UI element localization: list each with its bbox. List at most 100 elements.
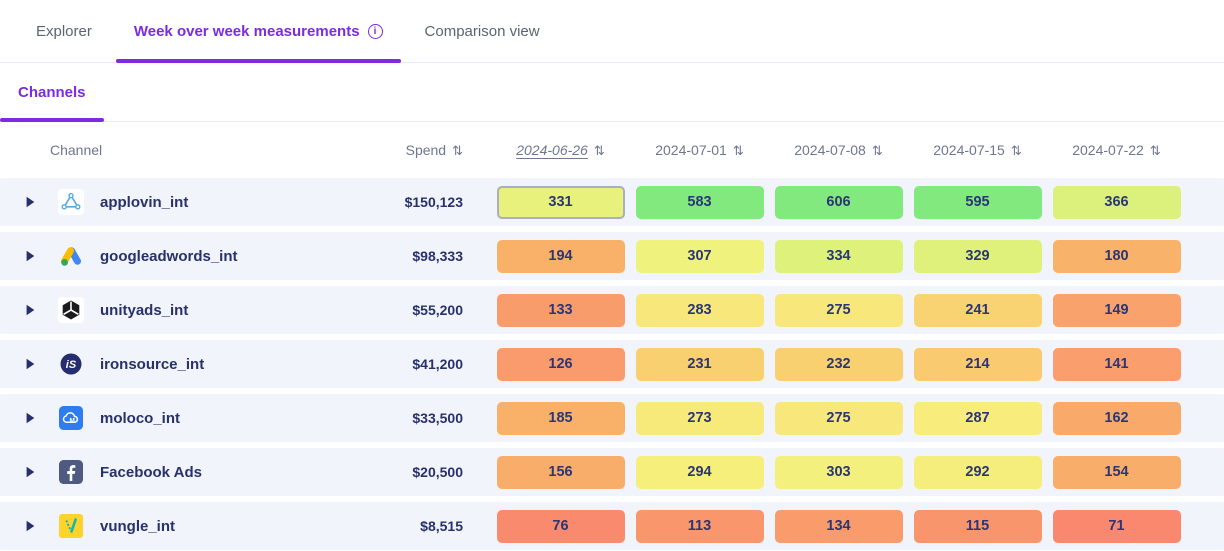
measurement-cell[interactable]: 595 [913,185,1042,219]
measurement-cell[interactable]: 303 [774,455,903,489]
measurement-cell[interactable]: 231 [635,347,764,381]
expand-caret[interactable] [14,358,50,370]
spend-value: $41,200 [412,356,463,372]
measurement-cell[interactable]: 287 [913,401,1042,435]
spend-value: $20,500 [412,464,463,480]
spend-value: $98,333 [412,248,463,264]
subtab-bar: Channels [0,63,1224,122]
spend-value: $33,500 [412,410,463,426]
sort-icon[interactable]: ⇅ [732,142,744,158]
expand-caret[interactable] [14,466,50,478]
measurement-cell[interactable]: 329 [913,239,1042,273]
measurement-cell[interactable]: 275 [774,401,903,435]
measurement-cell[interactable]: 275 [774,293,903,327]
tab-comparison-view[interactable]: Comparison view [424,22,540,40]
tab-bar: Explorer Week over week measurements i C… [0,0,1224,63]
table-row: Facebook Ads $20,500 156 294 303 292 154 [0,448,1224,496]
measurement-cell[interactable]: 113 [635,509,764,543]
sort-icon[interactable]: ⇅ [1010,142,1022,158]
date-header-label: 2024-07-08 [794,142,866,158]
expand-caret[interactable] [14,304,50,316]
measurement-cell[interactable]: 162 [1052,401,1181,435]
tab-label: Week over week measurements [133,22,360,40]
channel-name: ironsource_int [100,355,205,373]
unity-icon [58,297,84,323]
tab-week-over-week-measurements[interactable]: Week over week measurements i [115,0,401,63]
spend-column-header[interactable]: Spend ⇅ [371,142,491,158]
date-column-header-2024-07-08[interactable]: 2024-07-08 ⇅ [769,142,908,158]
measurement-cell[interactable]: 180 [1052,239,1181,273]
table-row: vungle_int $8,515 76 113 134 115 71 [0,502,1224,550]
measurement-cell[interactable]: 331 [496,185,625,219]
measurement-cell[interactable]: 241 [913,293,1042,327]
channel-name: Facebook Ads [100,463,202,481]
measurement-cell[interactable]: 273 [635,401,764,435]
measurement-cell[interactable]: 294 [635,455,764,489]
svg-text:M: M [69,418,74,425]
table-row: unityads_int $55,200 133 283 275 241 149 [0,286,1224,334]
channel-name: unityads_int [100,301,189,319]
info-icon[interactable]: i [367,23,383,39]
date-header-label: 2024-07-01 [655,142,727,158]
measurement-cell[interactable]: 307 [635,239,764,273]
measurement-cell[interactable]: 133 [496,293,625,327]
date-column-header-2024-07-01[interactable]: 2024-07-01 ⇅ [630,142,769,158]
sort-icon[interactable]: ⇅ [452,142,463,158]
sort-icon[interactable]: ⇅ [871,142,883,158]
measurement-cell[interactable]: 115 [913,509,1042,543]
table-header-row: Channel Spend ⇅ 2024-06-26 ⇅ 2024-07-01 … [0,122,1224,178]
channel-name: googleadwords_int [100,247,238,265]
channel-column-header: Channel [50,142,103,158]
table-row: iS ironsource_int $41,200 126 231 232 21… [0,340,1224,388]
date-header-label: 2024-07-22 [1072,142,1144,158]
table-row: M moloco_int $33,500 185 273 275 287 162 [0,394,1224,442]
subtab-channels[interactable]: Channels [0,63,104,122]
date-header-label: 2024-07-15 [933,142,1005,158]
moloco-icon: M [58,405,84,431]
measurement-cell[interactable]: 334 [774,239,903,273]
spend-value: $55,200 [412,302,463,318]
channel-name: vungle_int [100,517,176,535]
table-row: googleadwords_int $98,333 194 307 334 32… [0,232,1224,280]
measurement-cell[interactable]: 185 [496,401,625,435]
date-header-label: 2024-06-26 [516,142,588,158]
ironsource-icon: iS [58,351,84,377]
expand-caret[interactable] [14,196,50,208]
measurement-cell[interactable]: 156 [496,455,625,489]
measurement-cell[interactable]: 606 [774,185,903,219]
measurement-cell[interactable]: 214 [913,347,1042,381]
spend-header-label: Spend [405,142,447,158]
measurement-cell[interactable]: 283 [635,293,764,327]
channel-name: moloco_int [100,409,181,427]
channel-name: applovin_int [100,193,189,211]
sort-icon[interactable]: ⇅ [593,142,605,158]
table-row: applovin_int $150,123 331 583 606 595 36… [0,178,1224,226]
date-column-header-2024-07-22[interactable]: 2024-07-22 ⇅ [1047,142,1186,158]
vungle-icon [58,513,84,539]
svg-text:iS: iS [66,359,77,371]
measurement-cell[interactable]: 194 [496,239,625,273]
spend-value: $150,123 [404,194,463,210]
facebook-icon [58,459,84,485]
measurement-cell[interactable]: 232 [774,347,903,381]
expand-caret[interactable] [14,250,50,262]
measurement-cell[interactable]: 149 [1052,293,1181,327]
applovin-icon [58,189,84,215]
google-ads-icon [58,243,84,269]
measurement-cell[interactable]: 154 [1052,455,1181,489]
measurement-cell[interactable]: 71 [1052,509,1181,543]
measurement-cell[interactable]: 76 [496,509,625,543]
measurement-cell[interactable]: 292 [913,455,1042,489]
date-column-header-2024-07-15[interactable]: 2024-07-15 ⇅ [908,142,1047,158]
measurement-cell[interactable]: 141 [1052,347,1181,381]
sort-icon[interactable]: ⇅ [1149,142,1161,158]
measurement-cell[interactable]: 134 [774,509,903,543]
tab-explorer[interactable]: Explorer [36,22,92,40]
measurement-cell[interactable]: 126 [496,347,625,381]
measurement-cell[interactable]: 366 [1052,185,1181,219]
expand-caret[interactable] [14,412,50,424]
spend-value: $8,515 [420,518,463,534]
expand-caret[interactable] [14,520,50,532]
date-column-header-2024-06-26[interactable]: 2024-06-26 ⇅ [491,142,630,158]
measurement-cell[interactable]: 583 [635,185,764,219]
